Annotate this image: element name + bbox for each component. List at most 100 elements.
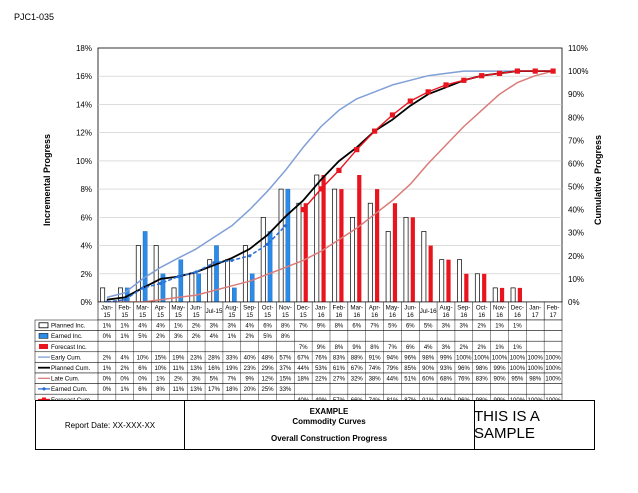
table-cell: 40% <box>244 355 257 361</box>
y-tick-label: 18% <box>76 44 92 53</box>
x-tick-label: Dec- <box>297 305 310 312</box>
row-label: Late Cum. <box>51 376 80 383</box>
row-label: Earned Inc. <box>51 333 83 340</box>
table-cell: 1% <box>156 377 165 383</box>
x-tick-label: Jan- <box>101 305 113 312</box>
table-cell: 98% <box>476 398 489 400</box>
x-tick-label: Mar- <box>350 305 363 312</box>
table-cell: 96% <box>458 366 471 372</box>
table-cell: 18% <box>297 377 310 383</box>
x-tick-label: 15 <box>121 312 128 319</box>
commodity-curve-chart: 0% 2% 4% 6% 8% 10% 12% 14% 16% 18% 0% 10% 20% 30% 40% 5… <box>42 44 603 307</box>
table-cell: 37% <box>279 366 292 372</box>
table-cell: 18% <box>226 387 239 393</box>
title-block: Report Date: XX-XXX-XX EXAMPLE Commodity… <box>35 400 595 450</box>
table-cell: 1% <box>513 345 522 351</box>
table-cell: 40% <box>297 398 310 400</box>
table-cell: 1% <box>513 324 522 330</box>
forecast-cum-point <box>300 207 306 213</box>
y-tick-label: 14% <box>76 100 92 109</box>
forecast-inc-bar <box>303 203 308 302</box>
table-cell: 2% <box>192 324 201 330</box>
sample-stamp: THIS IS A SAMPLE <box>474 408 540 442</box>
earned-cum-point <box>283 224 287 228</box>
table-cell: 4% <box>120 355 129 361</box>
x-tick-label: 17 <box>550 312 557 319</box>
forecast-cum-point <box>372 128 378 134</box>
table-cell: 9% <box>245 377 254 383</box>
x-tick-label: Sep- <box>457 305 470 312</box>
row-label: Planned Cum. <box>51 365 90 372</box>
table-cell: 95% <box>511 377 524 383</box>
table-cell: 100% <box>456 355 472 361</box>
table-cell: 61% <box>333 366 346 372</box>
axes: 0% 2% 4% 6% 8% 10% 12% 14% 16% 18% 0% 10% 20% 30% 40% 5… <box>76 44 588 307</box>
x-tick-label: Oct- <box>476 305 488 312</box>
table-cell: 0% <box>120 377 129 383</box>
table-cell: 91% <box>422 398 435 400</box>
x-tick-label: 16 <box>389 312 396 319</box>
table-cell: 100% <box>545 355 561 361</box>
table-cell: 88% <box>351 355 364 361</box>
table-cell: 9% <box>317 324 326 330</box>
chart-subtitle: Commodity Curves <box>292 417 366 426</box>
table-cell: 4% <box>424 345 433 351</box>
table-cell: 100% <box>545 398 561 400</box>
forecast-cum-point <box>443 82 449 88</box>
table-cell: 4% <box>156 324 165 330</box>
table-cell: 100% <box>545 366 561 372</box>
forecast-inc-bar <box>464 273 469 302</box>
table-cell: 93% <box>440 366 453 372</box>
table-cell: 1% <box>120 334 129 340</box>
forecast-inc-bar <box>499 287 505 302</box>
project-title: Overall Construction Progress <box>270 434 388 443</box>
table-cell: 94% <box>386 355 399 361</box>
forecast-inc-bar <box>375 189 380 302</box>
earned-cum-point <box>194 270 198 274</box>
table-cell: 7% <box>228 377 237 383</box>
y-axis-title: Incremental Progress <box>42 134 52 226</box>
x-tick-label: Aug- <box>225 305 238 312</box>
table-cell: 66% <box>351 398 364 400</box>
table-cell: 98% <box>476 366 489 372</box>
x-tick-label: Feb- <box>333 305 346 312</box>
x-tick-label: May- <box>171 305 185 312</box>
forecast-inc-bar <box>410 217 415 302</box>
x-tick-label: Apr- <box>369 305 381 312</box>
table-cell: 0% <box>103 334 112 340</box>
x-tick-label: Jul-15 <box>206 308 223 315</box>
table-cell: 19% <box>226 366 239 372</box>
table-cell: 83% <box>333 355 346 361</box>
table-cell: 90% <box>494 377 507 383</box>
y-tick-label: 6% <box>80 213 92 222</box>
table-row <box>34 393 563 400</box>
table-cell: 7% <box>299 345 308 351</box>
table-cell: 4% <box>210 334 219 340</box>
y2-tick-label: 30% <box>568 229 584 238</box>
table-cell: 33% <box>226 355 239 361</box>
y-tick-label: 12% <box>76 129 92 138</box>
forecast-cum-point <box>389 112 396 118</box>
table-cell: 100% <box>474 355 490 361</box>
table-cell: 28% <box>208 355 221 361</box>
earned-cum-point <box>265 242 270 246</box>
table-cell: 2% <box>477 324 486 330</box>
y2-tick-label: 0% <box>568 298 580 307</box>
table-cell: 100% <box>492 355 508 361</box>
table-cell: 8% <box>281 324 290 330</box>
table-cell: 10% <box>154 366 167 372</box>
table-cell: 87% <box>404 398 417 400</box>
table-cell: 3% <box>228 324 237 330</box>
table-cell: 91% <box>369 355 382 361</box>
x-tick-label: Dec- <box>511 305 524 312</box>
table-cell: 99% <box>494 398 507 400</box>
table-cell: 99% <box>494 366 507 372</box>
table-cell: 23% <box>244 366 257 372</box>
table-cell: 1% <box>103 366 112 372</box>
forecast-cum-point <box>550 68 556 74</box>
table-cell: 1% <box>103 324 112 330</box>
title-block-center: EXAMPLE Commodity Curves Overall Constru… <box>184 401 475 449</box>
forecast-inc-bar <box>321 175 326 302</box>
table-cell: 6% <box>263 324 272 330</box>
x-tick-label: 15 <box>175 312 182 319</box>
